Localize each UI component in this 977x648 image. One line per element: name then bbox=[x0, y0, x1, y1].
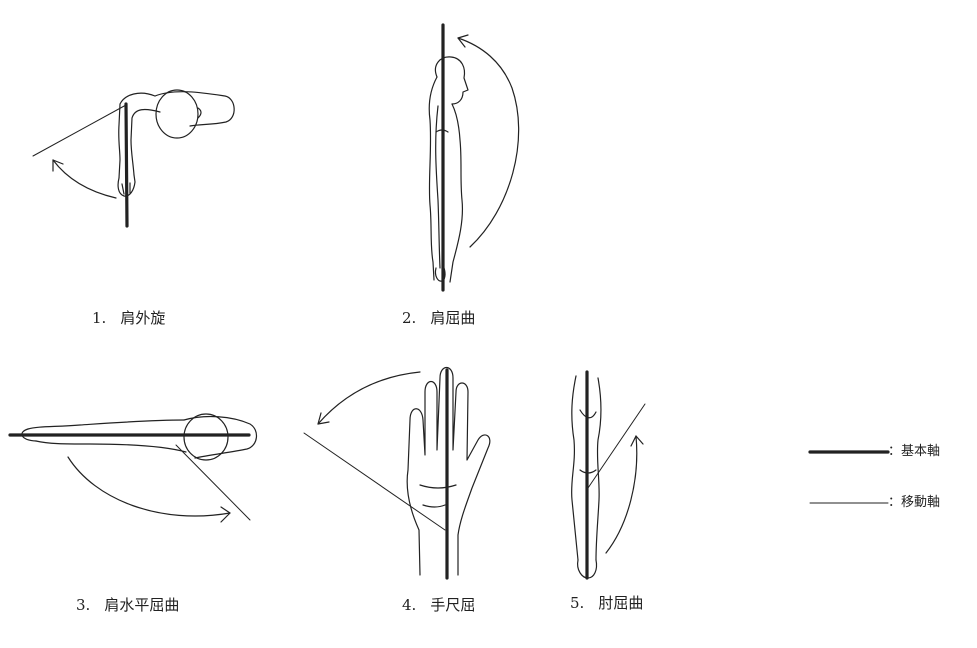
arm bbox=[435, 105, 441, 269]
palm-crease bbox=[419, 484, 457, 508]
rotation-arrow bbox=[52, 159, 117, 199]
deviation-arrow bbox=[317, 371, 421, 425]
body-back bbox=[428, 76, 438, 281]
caption-2: 2. 肩屈曲 bbox=[402, 311, 475, 326]
right-arm bbox=[154, 91, 235, 127]
figure-elbow-flexion bbox=[570, 370, 646, 580]
caption-3-label: 肩水平屈曲 bbox=[104, 596, 180, 614]
caption-1-number: 1. bbox=[92, 309, 107, 327]
arm-bottom bbox=[35, 440, 187, 453]
caption-4-number: 4. bbox=[402, 596, 417, 614]
caption-4: 4. 手尺屈 bbox=[402, 598, 475, 613]
basic-axis bbox=[124, 102, 129, 228]
caption-5-label: 肘屈曲 bbox=[598, 594, 644, 612]
caption-2-number: 2. bbox=[402, 309, 417, 327]
figure-shoulder-horizontal-flexion bbox=[8, 413, 257, 523]
caption-5: 5. 肘屈曲 bbox=[570, 596, 643, 611]
deviation-arrowhead bbox=[317, 412, 330, 425]
figure-shoulder-flexion bbox=[428, 23, 520, 292]
moving-axis bbox=[32, 104, 127, 157]
figure-shoulder-external-rotation bbox=[32, 89, 235, 228]
caption-1: 1. 肩外旋 bbox=[92, 311, 165, 326]
flexion-arrowhead bbox=[630, 435, 644, 447]
moving-axis bbox=[303, 432, 446, 531]
body bbox=[183, 415, 257, 459]
flexion-arrow bbox=[605, 435, 638, 554]
upper-arm-inner bbox=[130, 108, 161, 176]
caption-3-number: 3. bbox=[76, 596, 91, 614]
caption-4-label: 手尺屈 bbox=[430, 596, 476, 614]
upper-arm bbox=[118, 92, 156, 179]
hand bbox=[406, 366, 491, 576]
flexion-arrowhead bbox=[457, 34, 469, 48]
flexion-arrow bbox=[457, 37, 520, 248]
moving-axis bbox=[175, 444, 251, 521]
caption-5-number: 5. bbox=[570, 594, 585, 612]
flexion-arrowhead bbox=[220, 506, 231, 523]
moving-axis bbox=[587, 403, 646, 489]
head bbox=[434, 56, 469, 105]
arm-left bbox=[570, 375, 579, 561]
rotation-arrowhead bbox=[52, 159, 64, 172]
hand bbox=[117, 174, 136, 197]
caption-1-label: 肩外旋 bbox=[120, 309, 166, 327]
ear bbox=[197, 107, 202, 119]
head bbox=[183, 413, 229, 461]
caption-3: 3. 肩水平屈曲 bbox=[76, 598, 179, 613]
figure-hand-ulnar-deviation bbox=[303, 366, 491, 580]
head bbox=[155, 89, 199, 139]
legend-moving-axis-label: ：移動軸 bbox=[888, 495, 941, 510]
legend-basic-axis-label: ：基本軸 bbox=[888, 444, 941, 459]
caption-2-label: 肩屈曲 bbox=[430, 309, 476, 327]
arm-top bbox=[27, 419, 185, 430]
flexion-arrow bbox=[67, 456, 231, 517]
body-front bbox=[449, 103, 464, 283]
arm-right bbox=[595, 377, 602, 561]
